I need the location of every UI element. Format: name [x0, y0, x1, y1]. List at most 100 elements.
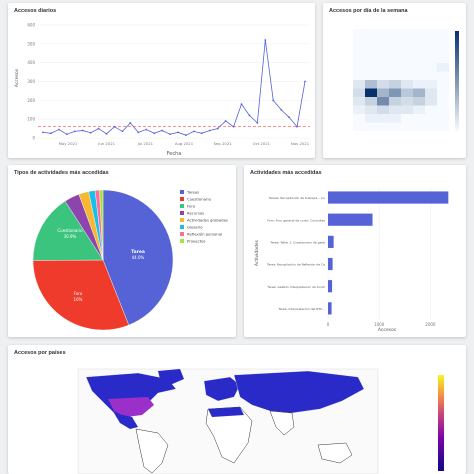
- heat-cell: [425, 54, 437, 63]
- daily-point: [113, 125, 116, 128]
- heat-cell: [377, 71, 389, 80]
- heat-cell: [425, 29, 437, 38]
- heat-cell: [437, 97, 449, 106]
- heat-cell: [377, 88, 389, 97]
- heat-cell: [437, 88, 449, 97]
- heat-cell: [425, 105, 437, 114]
- daily-point: [137, 131, 140, 134]
- heat-cell: [389, 114, 401, 123]
- heat-cell: [353, 105, 365, 114]
- heat-cell: [401, 71, 413, 80]
- bar-xtick: 2000: [425, 322, 436, 327]
- heat-cell: [413, 71, 425, 80]
- map-south-america: [135, 428, 169, 474]
- bar-xtick: 0: [327, 322, 330, 327]
- heat-cell: [413, 114, 425, 123]
- weekday-heatmap-title: Accesos por día de la semana: [329, 8, 408, 14]
- heat-cell: [401, 122, 413, 131]
- daily-point: [232, 125, 235, 128]
- heat-cell: [401, 114, 413, 123]
- bar: [328, 302, 332, 315]
- heat-cell: [353, 63, 365, 72]
- heat-cell: [425, 122, 437, 131]
- pie-pct-foro: 16%: [74, 297, 83, 302]
- heat-cell: [437, 63, 449, 72]
- daily-point: [50, 132, 52, 135]
- pie-label-foro: Foro: [74, 291, 83, 296]
- heat-cell: [365, 80, 377, 89]
- map-colorbar: [438, 375, 444, 471]
- map-mexico: [114, 413, 138, 429]
- daily-xtick: May 2021: [59, 141, 78, 146]
- heat-cell: [377, 46, 389, 55]
- map-europe: [203, 376, 241, 402]
- legend-swatch: [180, 218, 184, 222]
- pie-slice: [32, 200, 104, 261]
- heat-cell: [413, 37, 425, 46]
- world-map: [77, 368, 444, 474]
- pie-pct-cuestionario: 30.9%: [64, 234, 77, 239]
- heat-colorbar: [455, 31, 459, 131]
- heat-cell: [389, 105, 401, 114]
- heat-cell: [365, 88, 377, 97]
- heat-cell: [389, 46, 401, 55]
- heat-cell: [353, 122, 365, 131]
- pie-label-tarea: Tarea: [131, 249, 145, 255]
- heat-cell: [377, 63, 389, 72]
- daily-point: [304, 80, 306, 83]
- heat-cell: [425, 97, 437, 106]
- daily-point: [89, 131, 92, 134]
- heat-cell: [389, 63, 401, 72]
- bar-category-label: Foro: Foro general de curso: Consultas: [267, 218, 325, 222]
- daily-point: [240, 103, 243, 105]
- daily-point: [208, 129, 211, 132]
- map-asia: [233, 370, 365, 414]
- pie-pct-tarea: 44.0%: [132, 255, 145, 260]
- top-activities-chart: Tareas: Recopilación de trabajos... Cu Fo…: [254, 187, 449, 333]
- heat-cell: [365, 63, 377, 72]
- heat-cell: [437, 114, 449, 123]
- daily-ylabel: Accesos: [14, 68, 20, 87]
- heat-cell: [377, 114, 389, 123]
- daily-point: [105, 132, 108, 135]
- heat-cell: [425, 63, 437, 72]
- heat-cell: [377, 54, 389, 63]
- daily-xtick: Jun 2021: [97, 141, 115, 146]
- daily-point: [97, 127, 100, 130]
- daily-access-card: Accesos diarios 0 100 200 300 400 500 600 May …: [8, 3, 315, 158]
- legend-swatch: [180, 204, 184, 208]
- daily-point: [272, 99, 275, 102]
- daily-point: [200, 132, 203, 135]
- activity-types-pie: Tarea 44.0% Cuestionario 30.9% Foro 16% …: [32, 190, 228, 331]
- daily-xtick: Jul 2021: [137, 141, 154, 146]
- daily-point: [145, 128, 148, 131]
- daily-access-chart: 0 100 200 300 400 500 600 May 2021 Jun 2021 Jul …: [14, 23, 310, 157]
- heat-cell: [437, 80, 449, 89]
- daily-point: [177, 131, 179, 134]
- daily-ytick: 500: [27, 41, 35, 46]
- heat-cell: [353, 54, 365, 63]
- legend-swatch: [180, 225, 184, 229]
- daily-ytick: 0: [32, 136, 35, 141]
- weekday-heatmap-card: Accesos por día de la semana: [323, 3, 466, 158]
- heat-cell: [437, 54, 449, 63]
- daily-point: [248, 114, 251, 117]
- daily-ytick: 100: [27, 117, 35, 122]
- daily-point: [42, 131, 44, 134]
- heat-cell: [437, 71, 449, 80]
- heat-cell: [389, 88, 401, 97]
- heat-cell: [437, 46, 449, 55]
- heat-cell: [377, 80, 389, 89]
- bar: [328, 257, 333, 271]
- map-australia: [317, 442, 353, 464]
- weekday-heatmap: [353, 29, 459, 131]
- daily-xlabel: Fecha: [167, 151, 182, 157]
- top-activities-card: Actividades más accedidas Tareas: Recopi…: [244, 165, 466, 337]
- daily-point: [57, 128, 60, 131]
- heat-cell: [389, 29, 401, 38]
- pie-label-cuestionario: Cuestionario: [57, 228, 83, 233]
- map-usa: [108, 397, 154, 417]
- bar-category-label: Tarea: Recopilación de Reflexión de Ca: [266, 263, 325, 267]
- heat-cell: [389, 71, 401, 80]
- countries-card: Accesos por países: [8, 345, 466, 474]
